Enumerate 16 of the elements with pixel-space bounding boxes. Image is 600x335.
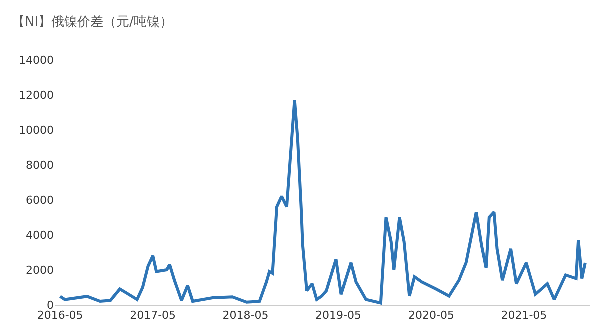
x-tick-label: 2016-05: [37, 309, 84, 322]
y-tick-label: 10000: [19, 124, 54, 137]
y-tick-label: 14000: [19, 54, 54, 67]
y-tick-label: 6000: [26, 194, 54, 207]
y-tick-label: 2000: [26, 264, 54, 277]
x-tick-label: 2020-05: [408, 309, 454, 322]
y-tick-label: 0: [47, 298, 54, 312]
x-tick-label: 2019-05: [316, 309, 362, 322]
y-tick-label: 12000: [19, 88, 54, 102]
x-tick-label: 2021-05: [501, 309, 548, 322]
y-tick-label: 4000: [26, 228, 54, 242]
x-tick-label: 2018-05: [222, 309, 269, 322]
chart-title: 【NI】俄镍价差（元/吨镍）: [12, 14, 173, 30]
y-tick-label: 8000: [26, 158, 54, 172]
line-series: [58, 98, 587, 305]
x-tick-label: 2017-05: [130, 309, 176, 322]
